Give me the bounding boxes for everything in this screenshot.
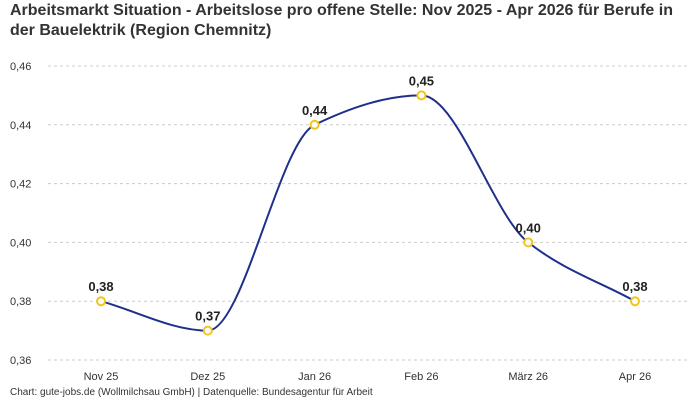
gridlines	[48, 65, 690, 361]
y-axis-ticks: 0,36 0,38 0,40 0,42 0,44 0,46	[10, 61, 31, 367]
data-point-marker	[309, 119, 320, 130]
chart-title: Arbeitsmarkt Situation - Arbeitslose pro…	[10, 2, 673, 39]
data-point-marker	[523, 237, 534, 248]
data-point-marker	[96, 296, 106, 307]
data-labels: 0,38 0,37 0,44 0,45 0,40 0,38	[88, 73, 647, 323]
x-tick-label: Apr 26	[619, 371, 651, 383]
y-tick-label: 0,38	[10, 296, 31, 308]
data-point-marker	[202, 325, 213, 336]
series-line	[100, 94, 636, 332]
x-tick-label: Dez 25	[190, 371, 225, 383]
data-label: 0,40	[516, 220, 541, 235]
x-tick-label: Feb 26	[404, 371, 438, 383]
y-tick-label: 0,42	[10, 179, 31, 191]
markers	[96, 90, 640, 336]
x-tick-label: Nov 25	[84, 371, 119, 383]
x-axis-ticks: Nov 25 Dez 25 Jan 26 Feb 26 März 26 Apr 26	[84, 371, 652, 383]
y-tick-label: 0,46	[10, 61, 31, 73]
y-tick-label: 0,44	[10, 120, 31, 132]
data-label: 0,38	[88, 279, 113, 294]
x-tick-label: März 26	[508, 371, 548, 383]
data-label: 0,44	[302, 103, 328, 118]
x-tick-label: Jan 26	[298, 371, 331, 383]
data-label: 0,37	[195, 309, 220, 324]
data-label: 0,45	[409, 73, 434, 88]
y-tick-label: 0,40	[10, 237, 31, 249]
y-tick-label: 0,36	[10, 355, 31, 367]
data-label: 0,38	[622, 279, 647, 294]
source-note: Chart: gute-jobs.de (Wollmilchsau GmbH) …	[10, 387, 373, 398]
series-line-group	[100, 94, 636, 332]
data-point-marker	[416, 90, 427, 101]
data-point-marker	[630, 296, 640, 307]
